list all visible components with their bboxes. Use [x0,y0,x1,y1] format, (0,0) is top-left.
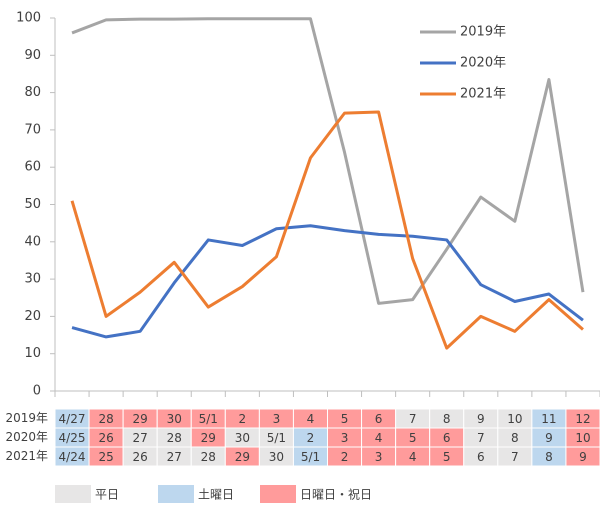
y-tick-label: 70 [24,122,41,137]
cell-text: 25 [98,450,113,464]
calendar-cell [565,446,600,467]
line-series [71,224,584,339]
cell-text: 4/25 [59,431,86,445]
y-tick-label: 50 [24,197,41,212]
cell-text: 4 [307,412,315,426]
cell-text: 3 [273,412,281,426]
cell-text: 4 [409,450,417,464]
legend-label: 平日 [95,488,119,502]
cell-text: 29 [133,412,148,426]
y-tick-label: 40 [24,234,41,249]
cell-text: 4 [375,431,383,445]
cell-text: 30 [269,450,284,464]
cell-text: 11 [541,412,556,426]
y-tick-label: 80 [24,85,41,100]
cell-text: 28 [167,431,182,445]
cell-text: 4/24 [59,450,86,464]
legend-swatch [158,485,194,503]
cell-text: 10 [575,431,590,445]
cell-text: 10 [507,412,522,426]
cell-text: 27 [167,450,182,464]
cell-text: 5 [443,450,451,464]
legend-label: 2019年 [460,25,506,40]
row-label: 2019年 [5,411,48,425]
legend-swatch [260,485,296,503]
cell-text: 8 [511,431,519,445]
cell-text: 3 [375,450,383,464]
cell-text: 3 [341,431,349,445]
cell-text: 9 [477,412,485,426]
cell-text: 9 [545,431,553,445]
cell-text: 4/27 [59,412,86,426]
line-series [71,17,585,305]
cell-text: 2 [341,450,349,464]
cell-text: 5/1 [267,431,286,445]
legend-label: 日曜日・祝日 [300,488,372,502]
cell-text: 5 [341,412,349,426]
y-tick-label: 60 [24,160,41,175]
y-tick-label: 10 [24,346,41,361]
row-label: 2020年 [5,430,48,444]
y-tick-label: 20 [24,309,41,324]
cell-text: 2 [307,431,315,445]
legend-swatch [55,485,91,503]
cell-text: 5/1 [301,450,320,464]
cell-text: 5 [409,431,417,445]
cell-text: 8 [443,412,451,426]
cell-text: 6 [443,431,451,445]
y-tick-label: 100 [16,11,41,26]
cell-text: 7 [511,450,519,464]
cell-text: 28 [98,412,113,426]
cell-text: 30 [235,431,250,445]
cell-text: 6 [375,412,383,426]
cell-text: 7 [477,431,485,445]
cell-text: 30 [167,412,182,426]
cell-text: 8 [545,450,553,464]
cell-text: 29 [201,431,216,445]
y-tick-label: 90 [24,48,41,63]
cell-text: 5/1 [199,412,218,426]
cell-text: 28 [201,450,216,464]
cell-text: 7 [409,412,417,426]
cell-text: 26 [98,431,113,445]
cell-text: 12 [575,412,590,426]
cell-text: 27 [133,431,148,445]
row-label: 2021年 [5,449,48,463]
cell-text: 9 [579,450,587,464]
y-tick-label: 30 [24,272,41,287]
cell-text: 26 [133,450,148,464]
cell-text: 2 [239,412,247,426]
legend-label: 土曜日 [198,488,234,502]
y-tick-label: 0 [33,384,41,399]
legend-label: 2020年 [460,56,506,71]
legend-label: 2021年 [460,87,506,102]
line-series [70,110,584,350]
cell-text: 29 [235,450,250,464]
cell-text: 6 [477,450,485,464]
